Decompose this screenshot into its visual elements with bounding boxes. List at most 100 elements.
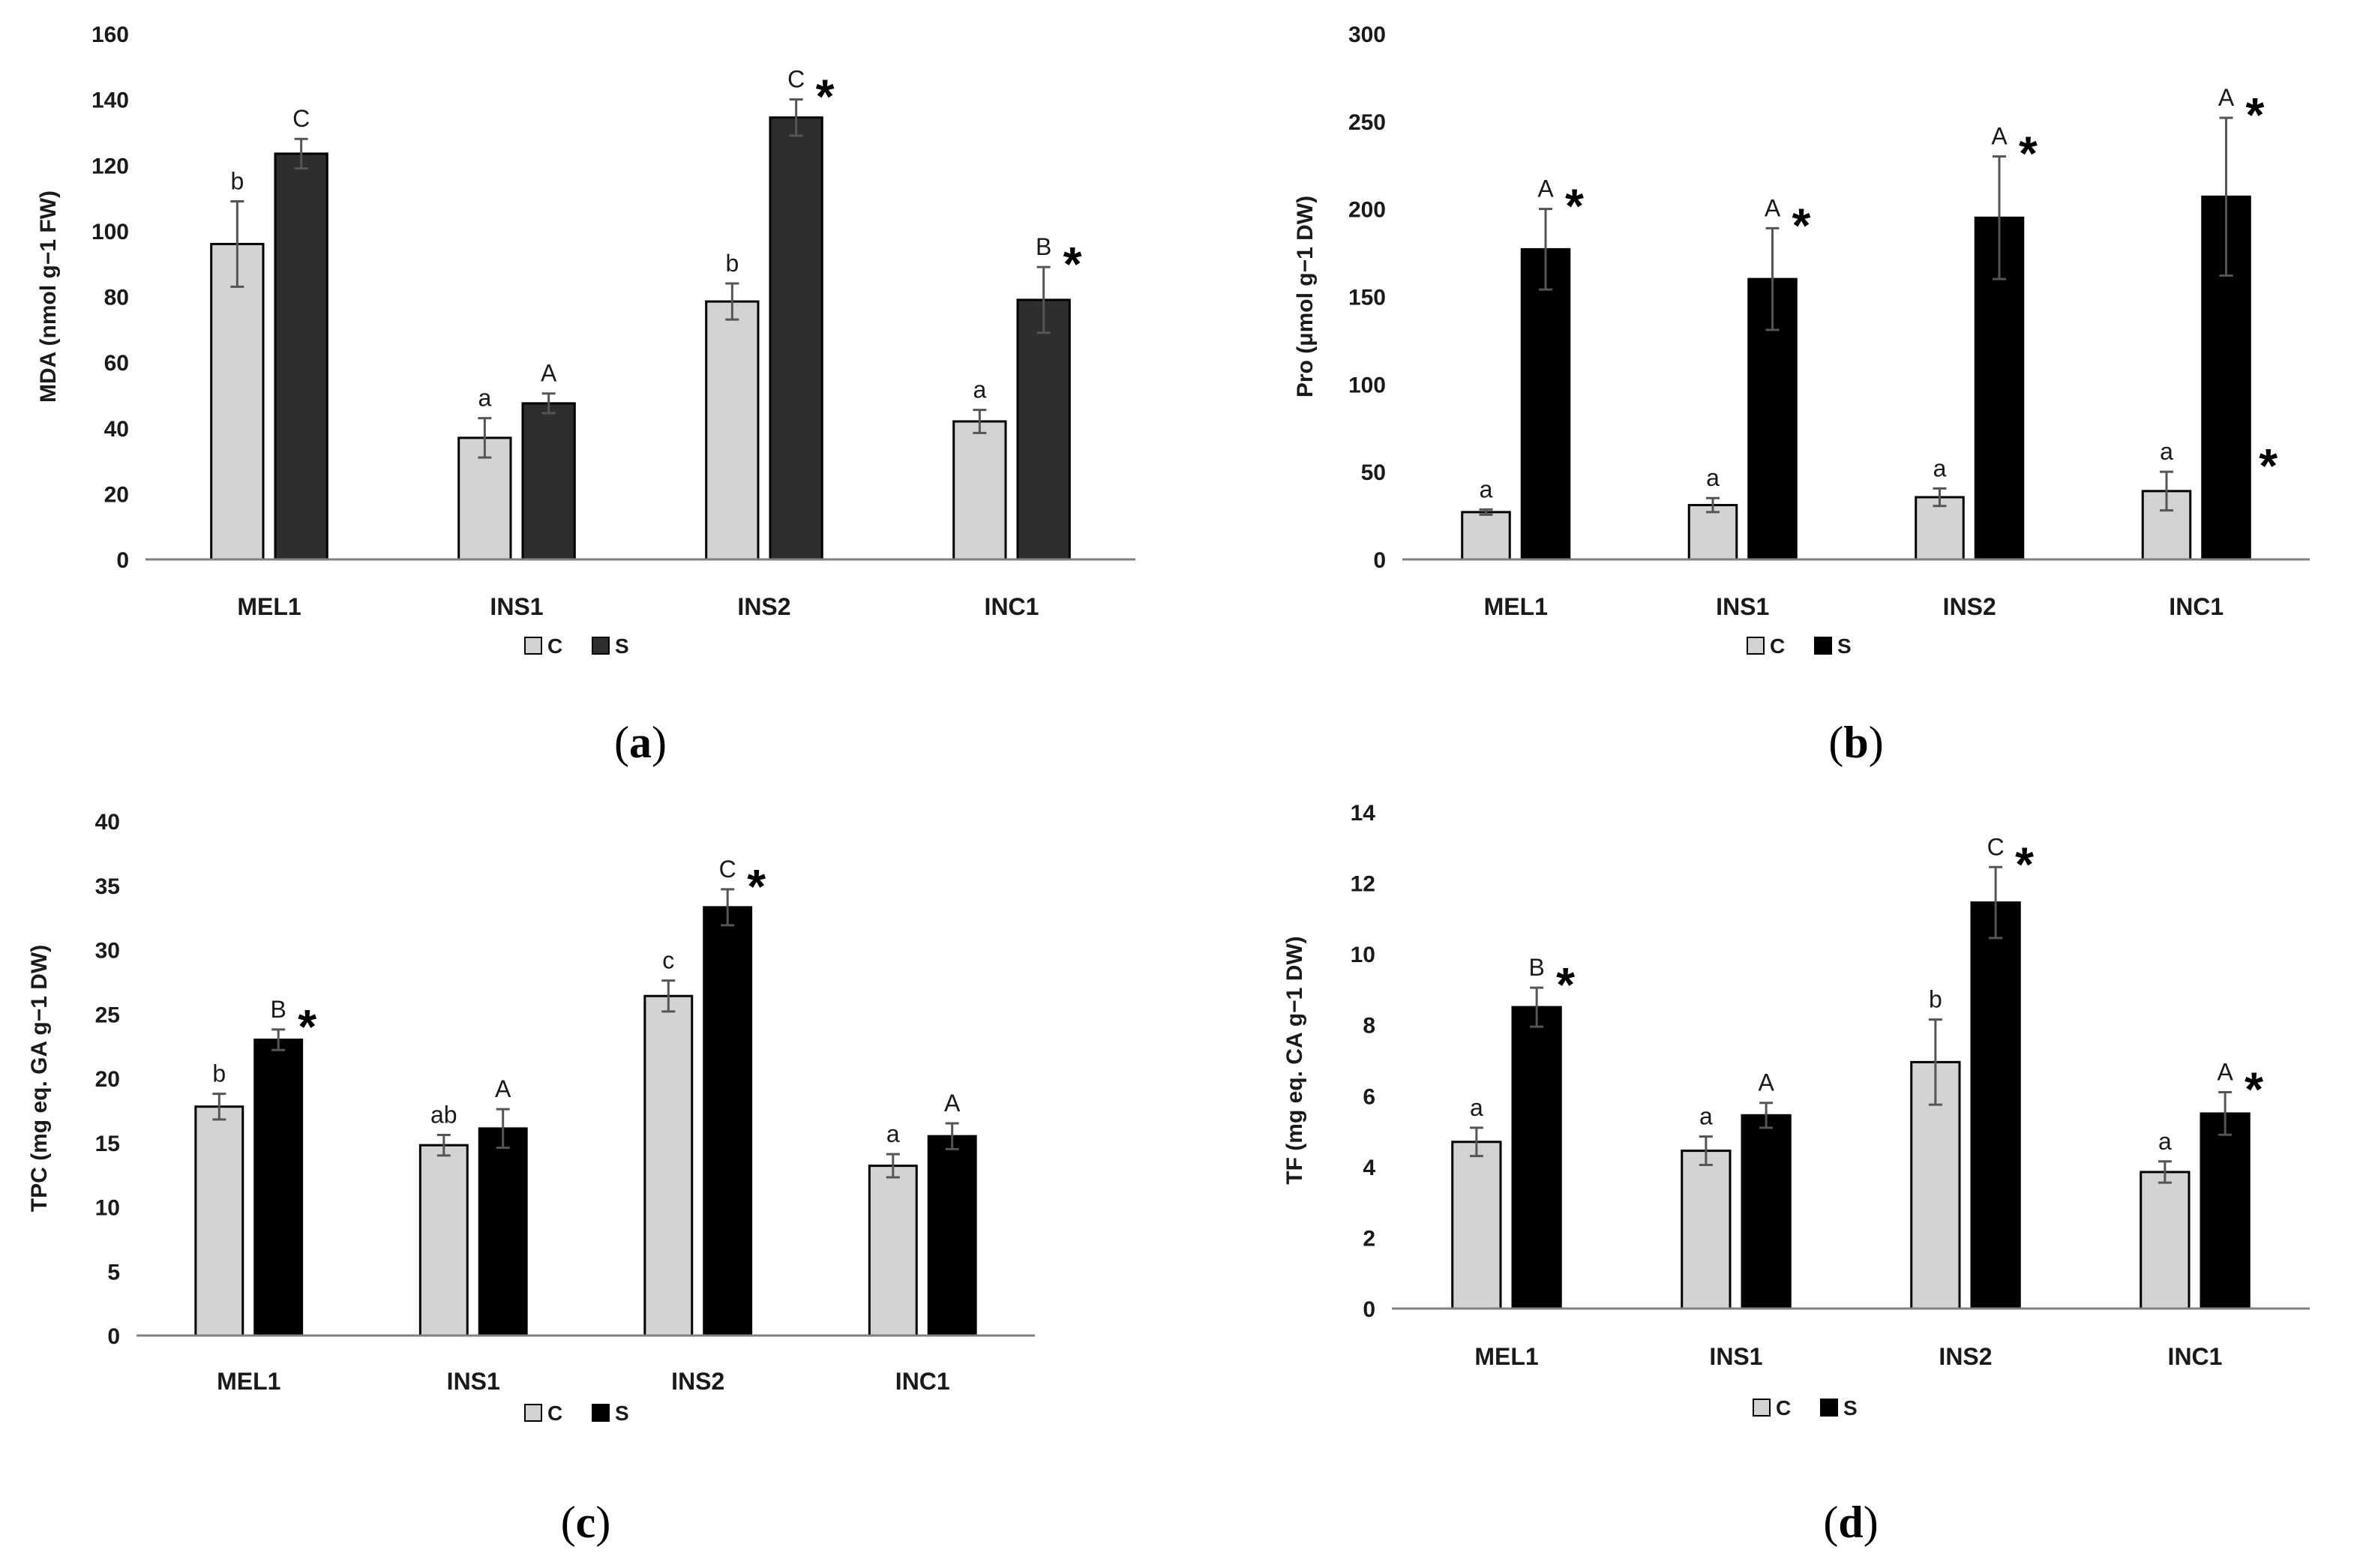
significance-star: * <box>2015 837 2034 891</box>
legend-swatch-c <box>1753 1399 1771 1417</box>
legend-swatch-s <box>1820 1399 1838 1417</box>
y-tick-label: 5 <box>107 1260 120 1285</box>
legend-swatch-s <box>592 637 610 655</box>
bar-c-inc1 <box>868 1165 918 1337</box>
panel-letter: c <box>576 1498 596 1547</box>
error-bar <box>725 282 739 321</box>
bar-c-ins1 <box>1681 1150 1732 1310</box>
bar-s-ins2 <box>703 906 753 1337</box>
error-bar <box>230 199 244 288</box>
significance-letter: C <box>1987 833 2005 860</box>
panel-letter: b <box>1843 718 1868 767</box>
x-category-label: INC1 <box>985 593 1039 620</box>
x-category-label: INS2 <box>671 1368 724 1395</box>
x-category-label: MEL1 <box>1484 593 1548 620</box>
bar-c-ins1 <box>1687 504 1738 561</box>
significance-star: * <box>1556 958 1575 1012</box>
y-tick-label: 80 <box>104 286 129 310</box>
significance-star: * <box>298 1000 316 1054</box>
error-bar <box>294 137 308 170</box>
significance-letter: A <box>495 1075 511 1102</box>
y-tick-label: 300 <box>1348 22 1386 47</box>
x-category-label: INC1 <box>2168 1343 2223 1370</box>
error-bar <box>1469 1126 1483 1158</box>
y-tick-label: 0 <box>1363 1297 1375 1322</box>
significance-letter: A <box>1758 1069 1774 1096</box>
x-category-label: INC1 <box>895 1368 950 1395</box>
significance-star: * <box>2245 1063 2263 1117</box>
error-bar <box>496 1108 510 1150</box>
x-category-label: MEL1 <box>1474 1343 1538 1370</box>
error-bar <box>886 1153 900 1179</box>
error-bar <box>478 417 492 459</box>
significance-letter: a <box>973 376 986 403</box>
y-tick-label: 60 <box>104 351 129 376</box>
significance-letter: A <box>2218 84 2235 111</box>
bar-s-inc1 <box>2200 1112 2251 1310</box>
bar-c-ins2 <box>643 994 694 1337</box>
legend-label-c: C <box>547 1402 562 1425</box>
y-tick-label: 40 <box>104 417 129 442</box>
significance-letter: C <box>292 105 310 132</box>
y-axis-label: MDA (nmol g−1 FW) <box>36 190 61 403</box>
y-axis-label: Pro (μmol g−1 DW) <box>1293 196 1318 397</box>
error-bar <box>1539 208 1553 291</box>
legend-label-c: C <box>1776 1396 1791 1420</box>
bar-c-mel1 <box>1451 1141 1502 1310</box>
y-tick-label: 100 <box>1348 373 1386 397</box>
y-tick-label: 15 <box>95 1132 120 1156</box>
y-tick-label: 250 <box>1348 110 1386 135</box>
significance-star: * <box>2246 88 2265 142</box>
error-bar <box>2218 1091 2233 1136</box>
significance-letter: C <box>719 856 736 883</box>
error-bar <box>2219 116 2233 277</box>
significance-letter: b <box>230 167 244 194</box>
significance-letter: A <box>1991 123 2008 150</box>
y-tick-label: 160 <box>91 22 129 47</box>
y-tick-label: 50 <box>1361 460 1386 485</box>
y-tick-label: 2 <box>1363 1226 1375 1251</box>
significance-letter: B <box>1036 233 1051 260</box>
legend-swatch-s <box>1814 637 1832 655</box>
x-category-label: INS1 <box>1716 593 1769 620</box>
error-bar <box>1928 1018 1942 1106</box>
significance-letter: b <box>212 1060 226 1087</box>
bar-s-ins2 <box>769 116 823 561</box>
error-bar <box>1765 226 1780 331</box>
y-tick-label: 30 <box>95 939 120 964</box>
bar-c-inc1 <box>2140 1171 2191 1310</box>
error-bar <box>973 409 987 434</box>
error-bar <box>271 1028 286 1051</box>
significance-letter: a <box>1699 1103 1713 1130</box>
bar-c-ins1 <box>418 1144 469 1337</box>
error-bar <box>789 98 803 137</box>
error-bar <box>1530 986 1544 1028</box>
legend-label-c: C <box>547 634 562 658</box>
significance-letter: C <box>787 66 805 93</box>
legend-label-s: S <box>1843 1396 1858 1420</box>
error-bar <box>945 1122 959 1150</box>
significance-letter: A <box>944 1090 961 1117</box>
y-tick-label: 4 <box>1363 1156 1375 1180</box>
error-bar <box>436 1133 451 1157</box>
significance-letter: B <box>271 996 286 1023</box>
significance-star: * <box>1565 179 1584 233</box>
x-category-label: INS1 <box>1709 1343 1762 1370</box>
error-bar <box>1705 496 1720 514</box>
y-tick-label: 150 <box>1348 286 1386 310</box>
significance-letter: c <box>662 947 674 974</box>
error-bar <box>1993 155 2007 280</box>
panel-label: (d) <box>1823 1498 1878 1547</box>
y-tick-label: 10 <box>95 1196 120 1221</box>
significance-letter: a <box>2158 1128 2172 1155</box>
significance-letter: b <box>1929 986 1942 1013</box>
y-tick-label: 0 <box>116 548 129 573</box>
bar-s-ins1 <box>478 1127 528 1337</box>
significance-letter: A <box>1537 175 1554 202</box>
x-category-label: INS1 <box>447 1368 500 1395</box>
y-tick-label: 8 <box>1363 1014 1375 1039</box>
panel-label: (a) <box>614 718 667 767</box>
